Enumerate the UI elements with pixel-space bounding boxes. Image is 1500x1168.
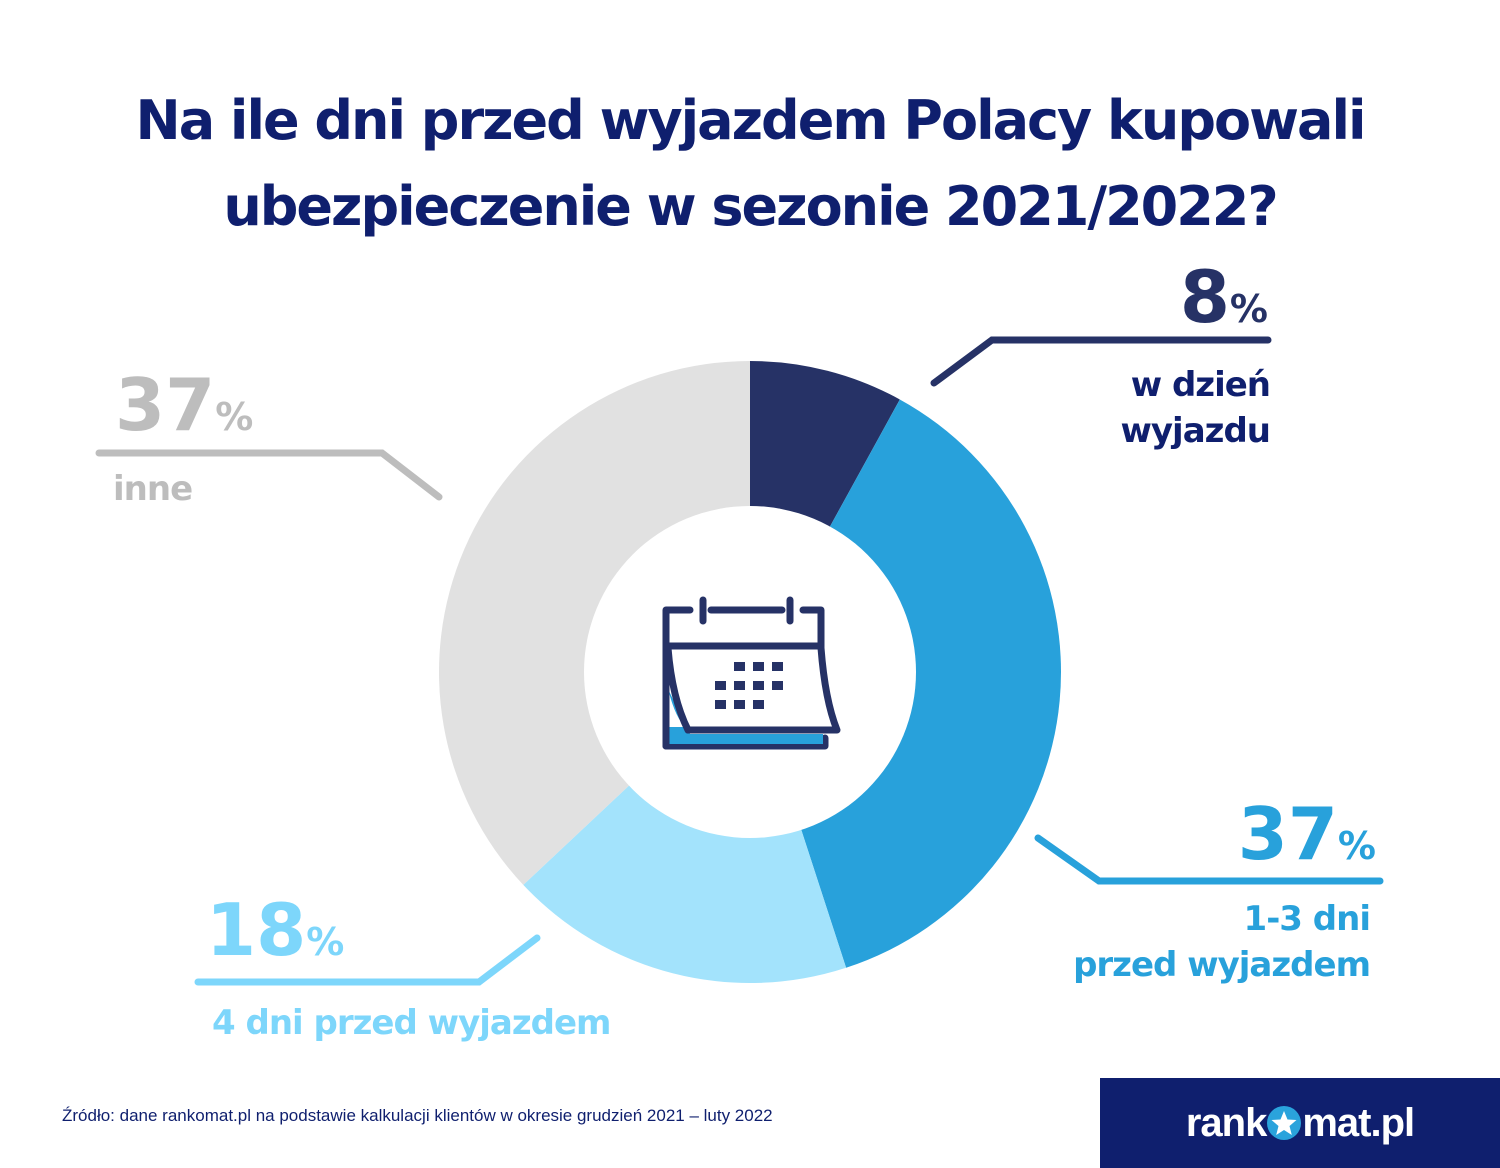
leader-line-4-days — [194, 934, 541, 986]
chart-title: Na ile dni przed wyjazdem Polacy kupowal… — [0, 78, 1500, 250]
calendar-icon — [662, 596, 841, 750]
leader-line-other — [95, 449, 443, 501]
source-note: Źródło: dane rankomat.pl na podstawie ka… — [62, 1106, 773, 1125]
pct-label-1-3-days: 37% — [1238, 792, 1376, 876]
label-line: inne — [113, 469, 193, 509]
pct-label-same-day: 8% — [1180, 255, 1268, 339]
label-line: 1-3 dni — [1243, 899, 1371, 939]
title-line-1: Na ile dni przed wyjazdem Polacy kupowal… — [135, 89, 1367, 152]
category-label-1-3-days: 1-3 dni przed wyjazdem — [1073, 896, 1371, 988]
category-label-other: inne — [113, 466, 193, 512]
rankomat-logo: rank mat.pl — [1100, 1078, 1500, 1168]
label-line: 4 dni przed wyjazdem — [212, 1003, 611, 1043]
label-line: przed wyjazdem — [1073, 945, 1371, 985]
category-label-4-days: 4 dni przed wyjazdem — [212, 1000, 611, 1046]
leader-line-1-3-days — [1034, 834, 1384, 885]
logo-text-left: rank — [1185, 1100, 1267, 1145]
title-line-2: ubezpieczenie w sezonie 2021/2022? — [223, 175, 1278, 238]
logo-text-right: mat.pl — [1302, 1100, 1415, 1145]
pct-label-other: 37% — [115, 363, 253, 447]
category-label-same-day: w dzień wyjazdu — [1120, 362, 1271, 454]
donut-hole — [584, 506, 916, 838]
pct-label-4-days: 18% — [206, 888, 344, 972]
label-line: w dzień — [1130, 365, 1271, 405]
label-line: wyjazdu — [1120, 411, 1271, 451]
star-icon — [1267, 1106, 1302, 1140]
leader-line-same-day — [930, 336, 1272, 387]
